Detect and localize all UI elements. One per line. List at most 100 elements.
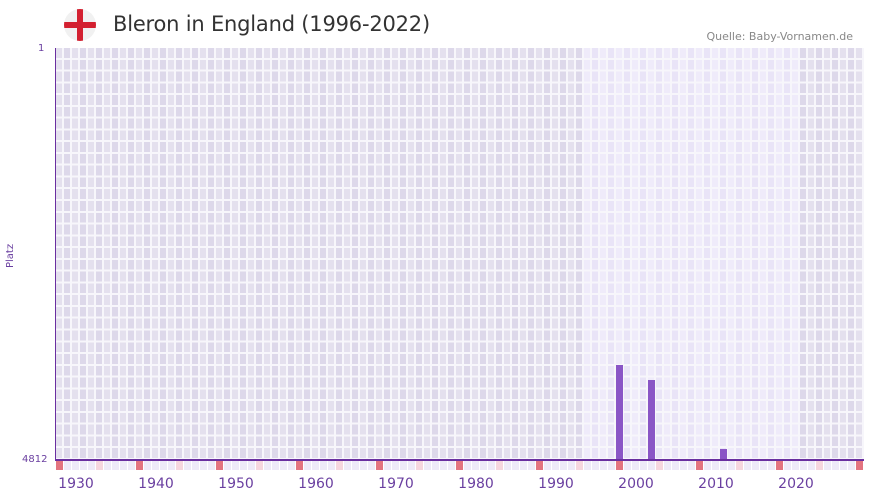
- grid-column: [304, 48, 312, 460]
- grid-column: [472, 48, 480, 460]
- year-marker: [96, 461, 103, 470]
- x-tick-label: 2000: [618, 476, 654, 492]
- grid-column: [592, 48, 600, 460]
- year-marker: [712, 461, 719, 470]
- grid-column: [184, 48, 192, 460]
- grid-column: [632, 48, 640, 460]
- year-marker: [520, 461, 527, 470]
- year-marker: [272, 461, 279, 470]
- year-marker: [488, 461, 495, 470]
- year-marker: [64, 461, 71, 470]
- grid-column: [368, 48, 376, 460]
- year-marker: [696, 461, 703, 470]
- grid-column: [456, 48, 464, 460]
- year-marker: [256, 461, 263, 470]
- x-tick-label: 1990: [538, 476, 574, 492]
- x-tick-label: 1970: [378, 476, 414, 492]
- year-marker: [240, 461, 247, 470]
- year-marker: [704, 461, 711, 470]
- year-marker: [432, 461, 439, 470]
- year-marker: [88, 461, 95, 470]
- year-marker: [544, 461, 551, 470]
- year-marker: [328, 461, 335, 470]
- year-marker: [304, 461, 311, 470]
- year-marker: [768, 461, 775, 470]
- grid-column: [408, 48, 416, 460]
- year-marker: [640, 461, 647, 470]
- year-marker: [560, 461, 567, 470]
- year-marker: [424, 461, 431, 470]
- grid-column: [504, 48, 512, 460]
- grid-column: [312, 48, 320, 460]
- year-marker: [120, 461, 127, 470]
- grid-column: [792, 48, 800, 460]
- grid-column: [856, 48, 864, 460]
- grid-column: [440, 48, 448, 460]
- grid-column: [816, 48, 824, 460]
- england-flag-icon: [64, 9, 96, 41]
- grid-column: [696, 48, 704, 460]
- grid-column: [328, 48, 336, 460]
- grid-column: [344, 48, 352, 460]
- grid-column: [72, 48, 80, 460]
- grid-column: [232, 48, 240, 460]
- year-marker: [832, 461, 839, 470]
- year-marker: [528, 461, 535, 470]
- grid-column: [728, 48, 736, 460]
- grid-column: [136, 48, 144, 460]
- grid-column: [672, 48, 680, 460]
- grid-column: [760, 48, 768, 460]
- grid-column: [688, 48, 696, 460]
- year-marker: [440, 461, 447, 470]
- grid-column: [600, 48, 608, 460]
- grid-column: [88, 48, 96, 460]
- year-marker: [288, 461, 295, 470]
- grid-column: [376, 48, 384, 460]
- grid-column: [640, 48, 648, 460]
- grid-column: [112, 48, 120, 460]
- year-marker: [72, 461, 79, 470]
- grid-column: [384, 48, 392, 460]
- year-marker: [128, 461, 135, 470]
- grid-column: [160, 48, 168, 460]
- grid-column: [128, 48, 136, 460]
- year-marker: [408, 461, 415, 470]
- grid-column: [200, 48, 208, 460]
- year-marker: [776, 461, 783, 470]
- grid-column: [552, 48, 560, 460]
- grid-column: [528, 48, 536, 460]
- y-axis-line: [55, 48, 56, 461]
- year-marker: [472, 461, 479, 470]
- grid-column: [280, 48, 288, 460]
- year-marker: [792, 461, 799, 470]
- year-marker: [264, 461, 271, 470]
- rank-bar[interactable]: [648, 380, 655, 460]
- year-marker: [176, 461, 183, 470]
- year-marker: [160, 461, 167, 470]
- grid-column: [448, 48, 456, 460]
- year-marker: [664, 461, 671, 470]
- grid-column: [624, 48, 632, 460]
- year-marker: [552, 461, 559, 470]
- year-marker: [744, 461, 751, 470]
- x-tick-label: 1950: [218, 476, 254, 492]
- grid-column: [656, 48, 664, 460]
- grid-column: [608, 48, 616, 460]
- year-marker: [400, 461, 407, 470]
- grid-column: [400, 48, 408, 460]
- grid-column: [744, 48, 752, 460]
- grid-column: [296, 48, 304, 460]
- grid-column: [248, 48, 256, 460]
- year-marker: [784, 461, 791, 470]
- year-marker: [168, 461, 175, 470]
- year-marker: [224, 461, 231, 470]
- grid-column: [784, 48, 792, 460]
- x-tick-label: 1940: [138, 476, 174, 492]
- year-marker: [824, 461, 831, 470]
- rank-bar[interactable]: [616, 365, 623, 460]
- grid-column: [544, 48, 552, 460]
- grid-column: [680, 48, 688, 460]
- year-marker: [592, 461, 599, 470]
- year-marker: [104, 461, 111, 470]
- year-marker: [464, 461, 471, 470]
